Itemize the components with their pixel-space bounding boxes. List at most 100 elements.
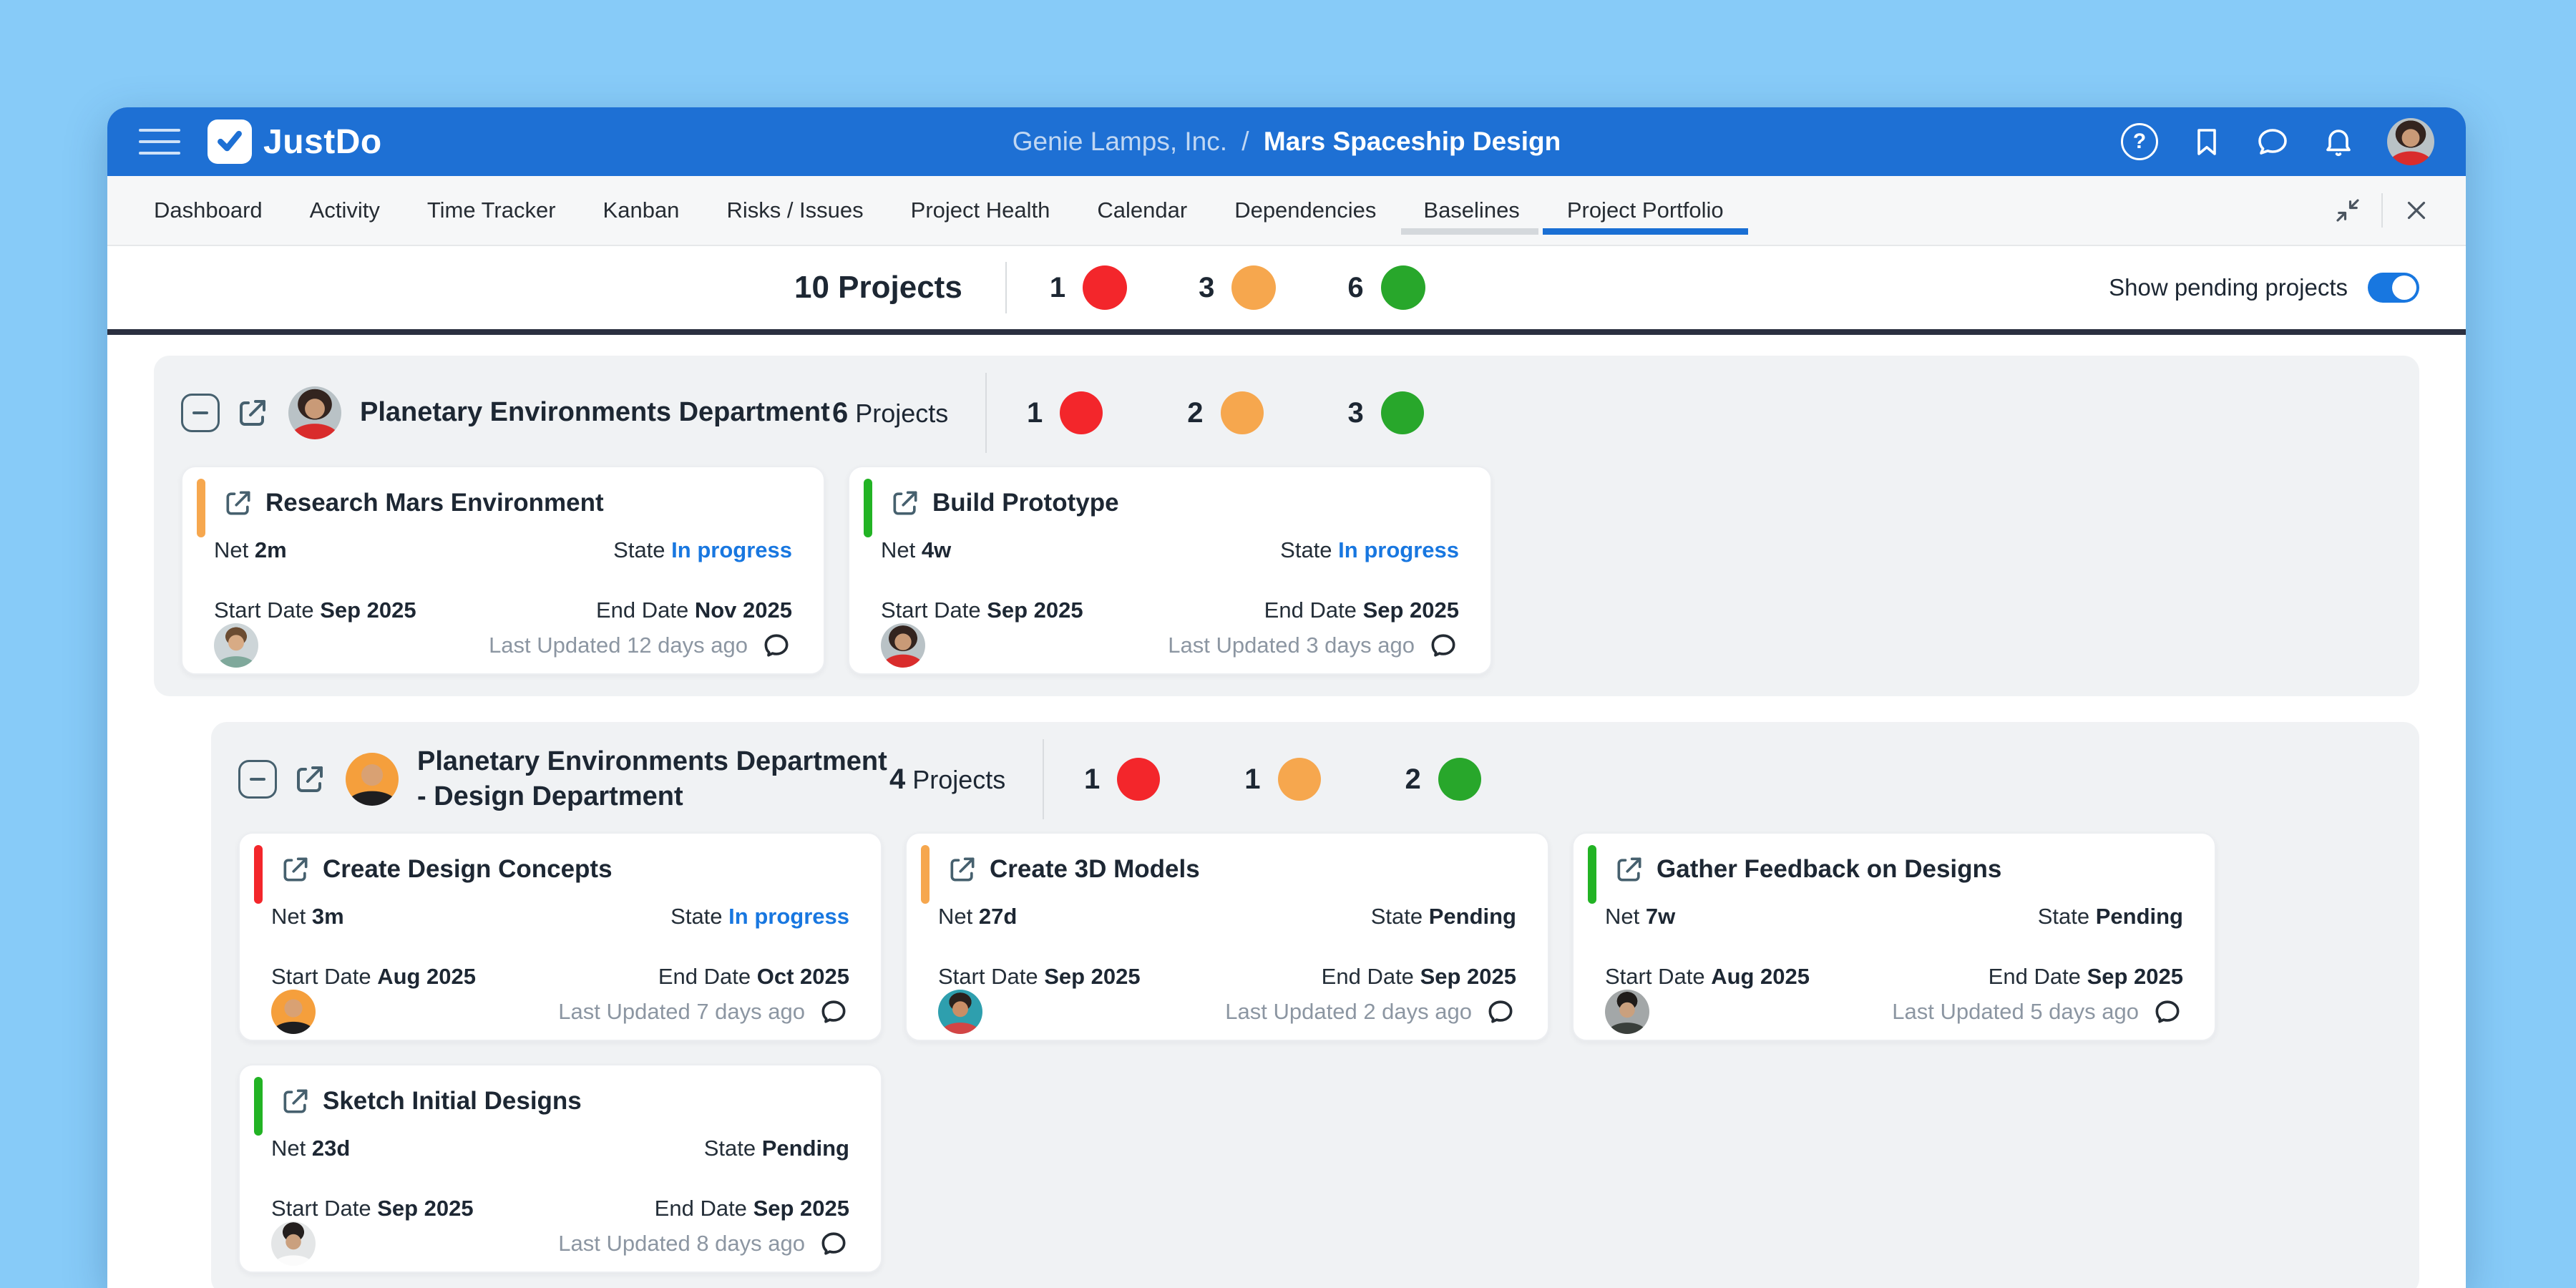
project-card[interactable]: Create Design Concepts Net 3m State In p…: [238, 832, 882, 1041]
tab[interactable]: Risks / Issues: [726, 176, 863, 245]
project-title: Research Mars Environment: [265, 489, 604, 517]
card-footer-right: Last Updated 3 days ago: [1168, 630, 1459, 661]
card-title-row: Sketch Initial Designs: [280, 1085, 849, 1117]
tab[interactable]: Activity: [310, 176, 380, 245]
state-value: In progress: [728, 904, 849, 929]
end-date-value: Sep 2025: [2087, 964, 2183, 989]
tab[interactable]: Calendar: [1097, 176, 1187, 245]
tabs: Dashboard Activity Time Tracker Kanban R…: [154, 176, 1748, 245]
department-header: Planetary Environments Department 6 Proj…: [181, 373, 2392, 453]
collapse-section-icon[interactable]: [181, 394, 220, 432]
status-count-pair: 2: [1187, 391, 1264, 434]
state-label: State: [613, 537, 665, 562]
end-date-label: End Date: [654, 1196, 747, 1221]
end-date-label: End Date: [595, 597, 689, 623]
project-card[interactable]: Sketch Initial Designs Net 23d State Pen…: [238, 1064, 882, 1273]
comment-icon[interactable]: [1428, 630, 1459, 661]
status-count-pair: 1: [1244, 758, 1321, 801]
net-label: Net: [881, 537, 916, 562]
pending-toggle-group: Show pending projects: [2109, 273, 2419, 303]
state-field: State Pending: [704, 1136, 849, 1161]
external-link-icon[interactable]: [280, 1085, 311, 1117]
start-date-label: Start Date: [1605, 964, 1705, 989]
summary-status-counts: 1 3 6: [1050, 265, 1425, 310]
help-icon[interactable]: ?: [2121, 123, 2158, 160]
tab[interactable]: Time Tracker: [427, 176, 556, 245]
last-updated-text: Last Updated 2 days ago: [1225, 999, 1472, 1024]
comment-icon[interactable]: [818, 996, 849, 1028]
chat-icon[interactable]: [2255, 125, 2290, 159]
state-field: State Pending: [2038, 904, 2183, 930]
bell-icon[interactable]: [2321, 125, 2356, 159]
state-value: Pending: [2095, 904, 2183, 929]
user-avatar[interactable]: [2387, 118, 2434, 165]
pending-toggle[interactable]: [2368, 273, 2419, 303]
breadcrumb-project[interactable]: Mars Spaceship Design: [1263, 127, 1561, 156]
tab[interactable]: Project Portfolio: [1400, 176, 1748, 245]
card-footer: Last Updated 3 days ago: [881, 623, 1459, 668]
assignee-avatar: [214, 623, 258, 668]
app-window: JustDo Genie Lamps, Inc. / Mars Spaceshi…: [107, 107, 2466, 1288]
net-field: Net 7w: [1605, 904, 1675, 930]
comment-icon[interactable]: [1485, 996, 1516, 1028]
card-meta-row: Net 27d State Pending: [938, 904, 1516, 930]
status-circle-icon: [1060, 391, 1103, 434]
external-link-icon[interactable]: [235, 396, 270, 430]
tab[interactable]: Project Health: [911, 176, 1050, 245]
card-dates-row: Start Date Aug 2025 End Date Oct 2025: [271, 964, 849, 990]
summary-divider: [1005, 262, 1007, 313]
card-title-row: Build Prototype: [889, 487, 1459, 519]
net-value: 27d: [978, 904, 1018, 929]
external-link-icon[interactable]: [1614, 854, 1645, 885]
status-count: 2: [1405, 763, 1421, 795]
projects-count-number: 4: [889, 763, 906, 795]
tab-label: Time Tracker: [426, 197, 556, 223]
tab-bar: Dashboard Activity Time Tracker Kanban R…: [107, 176, 2466, 246]
external-link-icon[interactable]: [280, 854, 311, 885]
card-footer: Last Updated 8 days ago: [271, 1221, 849, 1266]
project-card[interactable]: Build Prototype Net 4w State In progress…: [848, 466, 1492, 675]
app-header: JustDo Genie Lamps, Inc. / Mars Spaceshi…: [107, 107, 2466, 176]
state-field: State Pending: [1371, 904, 1516, 930]
tab[interactable]: Kanban: [603, 176, 680, 245]
card-accent-bar: [1588, 845, 1596, 904]
project-title: Create 3D Models: [990, 855, 1200, 883]
project-card[interactable]: Research Mars Environment Net 2m State I…: [181, 466, 825, 675]
close-icon[interactable]: [2401, 195, 2431, 225]
collapse-section-icon[interactable]: [238, 760, 277, 799]
comment-icon[interactable]: [761, 630, 792, 661]
comment-icon[interactable]: [818, 1228, 849, 1259]
external-link-icon[interactable]: [223, 487, 254, 519]
external-link-icon[interactable]: [293, 762, 327, 796]
summary-bottom-divider: [107, 329, 2466, 335]
project-card[interactable]: Gather Feedback on Designs Net 7w State …: [1572, 832, 2216, 1041]
hamburger-menu-icon[interactable]: [139, 127, 180, 156]
end-date-label: End Date: [1988, 964, 2081, 989]
comment-icon[interactable]: [2152, 996, 2183, 1028]
external-link-icon[interactable]: [947, 854, 978, 885]
end-date-label: End Date: [1264, 597, 1357, 623]
status-count-pair: 6: [1347, 265, 1425, 310]
external-link-icon[interactable]: [889, 487, 921, 519]
justdo-logo-icon: [208, 119, 252, 164]
tab-label: Activity: [309, 197, 380, 223]
status-count: 1: [1084, 763, 1101, 795]
collapse-window-icon[interactable]: [2333, 195, 2363, 225]
start-date-value: Sep 2025: [1044, 964, 1141, 989]
start-date-field: Start Date Sep 2025: [271, 1196, 474, 1221]
start-date-value: Aug 2025: [1711, 964, 1810, 989]
card-footer: Last Updated 5 days ago: [1605, 990, 2183, 1034]
start-date-value: Sep 2025: [987, 597, 1083, 623]
breadcrumb-org[interactable]: Genie Lamps, Inc.: [1012, 127, 1228, 156]
tab[interactable]: Dashboard: [154, 176, 263, 245]
status-count-pair: 3: [1199, 265, 1277, 310]
bookmark-icon[interactable]: [2190, 125, 2224, 159]
app-logo[interactable]: JustDo: [208, 119, 382, 164]
tab[interactable]: Baselines: [1423, 176, 1519, 245]
project-cards: Research Mars Environment Net 2m State I…: [181, 466, 2392, 675]
card-footer-right: Last Updated 2 days ago: [1225, 996, 1516, 1028]
tab[interactable]: Dependencies: [1234, 176, 1376, 245]
card-footer-right: Last Updated 8 days ago: [558, 1228, 849, 1259]
project-card[interactable]: Create 3D Models Net 27d State Pending S…: [905, 832, 1549, 1041]
department-avatar: [346, 753, 399, 806]
